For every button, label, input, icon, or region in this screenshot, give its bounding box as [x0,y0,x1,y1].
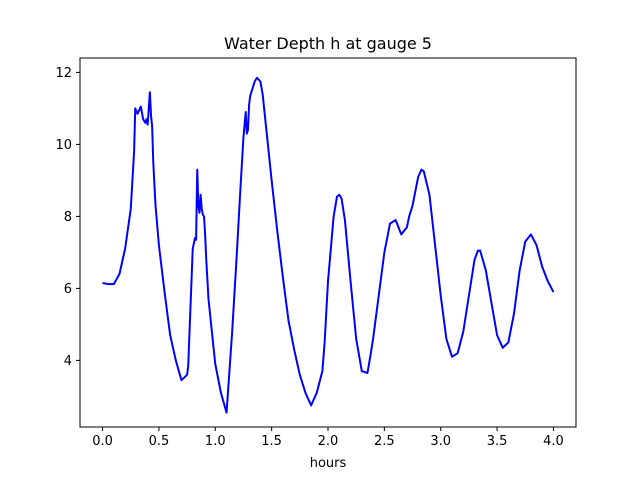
x-tick-label: 2.5 [374,434,395,449]
series-line [102,76,555,414]
x-tick-label: 3.5 [487,434,508,449]
x-tick-label: 1.0 [205,434,226,449]
y-tick-label: 12 [55,66,72,81]
x-tick-label: 4.0 [543,434,564,449]
axes-frame [79,57,577,428]
x-axis-label: hours [310,456,347,471]
y-tick-label: 8 [64,210,72,225]
x-tick-label: 0.5 [149,434,170,449]
x-tick-label: 0.0 [92,434,113,449]
x-tick-label: 3.0 [430,434,451,449]
y-tick-label: 6 [64,282,72,297]
y-tick-label: 4 [64,354,72,369]
y-tick-label: 10 [55,138,72,153]
x-tick-label: 2.0 [318,434,339,449]
chart-title: Water Depth h at gauge 5 [224,34,432,53]
ticks-layer: 0.0 0.5 1.0 1.5 2.0 2.5 3.0 3.5 4.0 4 6 8 10 12 [55,66,563,449]
x-tick-label: 1.5 [261,434,282,449]
